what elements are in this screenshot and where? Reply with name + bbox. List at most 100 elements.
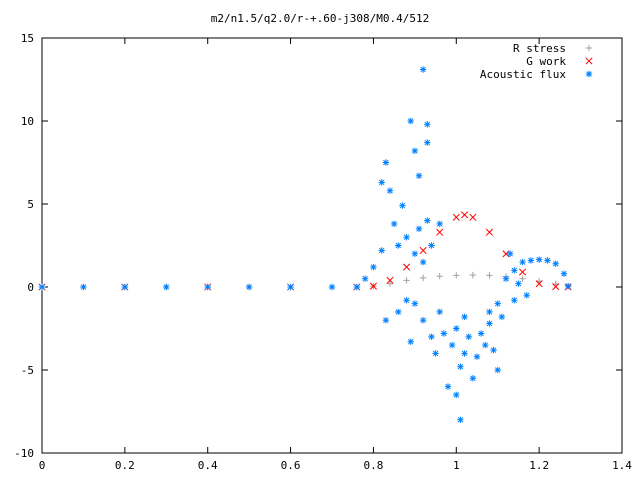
data-point <box>204 283 211 291</box>
data-point <box>502 275 510 282</box>
data-point <box>382 159 390 166</box>
chart-title: m2/n1.5/q2.0/r-+.60-j308/M0.4/512 <box>211 12 430 25</box>
legend-label: R stress <box>513 42 566 55</box>
data-point <box>511 297 518 304</box>
series-marks <box>38 66 572 423</box>
data-point <box>486 320 493 327</box>
data-point <box>564 282 572 290</box>
data-point <box>444 383 452 390</box>
data-point <box>494 366 501 374</box>
y-tick-label: 0 <box>27 281 34 294</box>
series-r-stress <box>38 271 572 291</box>
data-point <box>552 260 559 267</box>
data-point <box>440 330 448 337</box>
data-point <box>448 341 456 349</box>
data-point <box>428 242 435 249</box>
x-tick-label: 1.4 <box>612 459 632 472</box>
data-point <box>432 350 439 357</box>
data-point <box>390 220 398 228</box>
data-point <box>424 121 431 128</box>
legend-marker <box>585 44 593 52</box>
data-point <box>453 325 460 332</box>
data-point <box>407 338 414 345</box>
data-point <box>399 202 406 209</box>
data-point <box>486 272 493 279</box>
data-point <box>245 283 253 291</box>
data-point <box>469 271 477 279</box>
data-point <box>403 263 411 271</box>
data-point <box>477 330 485 337</box>
data-point <box>419 258 427 266</box>
data-point <box>453 391 460 399</box>
data-point <box>424 139 431 146</box>
y-tick-label: 15 <box>21 32 34 45</box>
data-point <box>386 276 394 284</box>
data-point <box>465 333 472 340</box>
data-point <box>386 187 394 194</box>
data-point <box>436 220 443 228</box>
y-tick-label: 5 <box>27 198 34 211</box>
data-point <box>328 283 336 291</box>
data-point <box>436 228 444 236</box>
series-g-work <box>38 211 572 291</box>
data-point <box>511 267 518 274</box>
data-point <box>485 228 493 236</box>
legend-marker <box>585 70 593 78</box>
data-point <box>482 341 489 349</box>
data-point <box>490 346 497 354</box>
data-point <box>403 234 410 241</box>
data-point <box>411 250 419 257</box>
data-point <box>370 263 377 271</box>
axis-ticks: 0 0.2 0.4 0.6 0.8 1 1.2 1.4 15 10 5 0 -5 -10 <box>14 32 632 472</box>
data-point <box>419 246 427 255</box>
data-point <box>519 258 526 266</box>
data-point <box>461 313 468 321</box>
data-point <box>287 283 294 291</box>
data-point <box>369 282 377 290</box>
data-point <box>395 242 402 249</box>
series-acoustic-flux <box>38 66 572 423</box>
data-point <box>461 350 468 357</box>
y-tick-label: -5 <box>21 364 34 377</box>
x-tick-label: 0.8 <box>363 459 383 472</box>
y-tick-label: 10 <box>21 115 34 128</box>
data-point <box>552 283 560 291</box>
data-point <box>560 270 568 277</box>
data-point <box>411 147 419 155</box>
data-point <box>419 66 427 73</box>
data-point <box>544 257 551 264</box>
legend-marker <box>585 57 593 65</box>
x-tick-label: 0.4 <box>198 459 218 472</box>
data-point <box>473 353 481 360</box>
data-point <box>494 300 501 307</box>
data-point <box>461 211 469 219</box>
data-point <box>419 317 427 324</box>
data-point <box>519 275 526 282</box>
data-point <box>411 300 419 307</box>
data-point <box>424 217 431 224</box>
data-point <box>403 297 410 304</box>
plot-frame <box>41 37 623 454</box>
data-point <box>535 256 543 263</box>
data-point <box>382 317 390 324</box>
data-point <box>506 250 514 257</box>
data-point <box>498 313 506 321</box>
data-point <box>453 272 460 279</box>
data-point <box>436 273 443 280</box>
data-point <box>38 283 46 291</box>
data-point <box>527 257 535 264</box>
x-tick-label: 1 <box>453 459 460 472</box>
data-point <box>378 179 385 186</box>
data-point <box>535 280 543 288</box>
data-point <box>469 213 477 221</box>
data-point <box>386 280 394 287</box>
x-tick-label: 1.2 <box>529 459 549 472</box>
data-point <box>486 308 493 316</box>
data-point <box>436 308 443 316</box>
data-point <box>457 416 464 423</box>
data-point <box>415 172 423 179</box>
data-point <box>457 363 464 370</box>
data-point <box>519 268 527 276</box>
x-tick-label: 0.6 <box>281 459 301 472</box>
